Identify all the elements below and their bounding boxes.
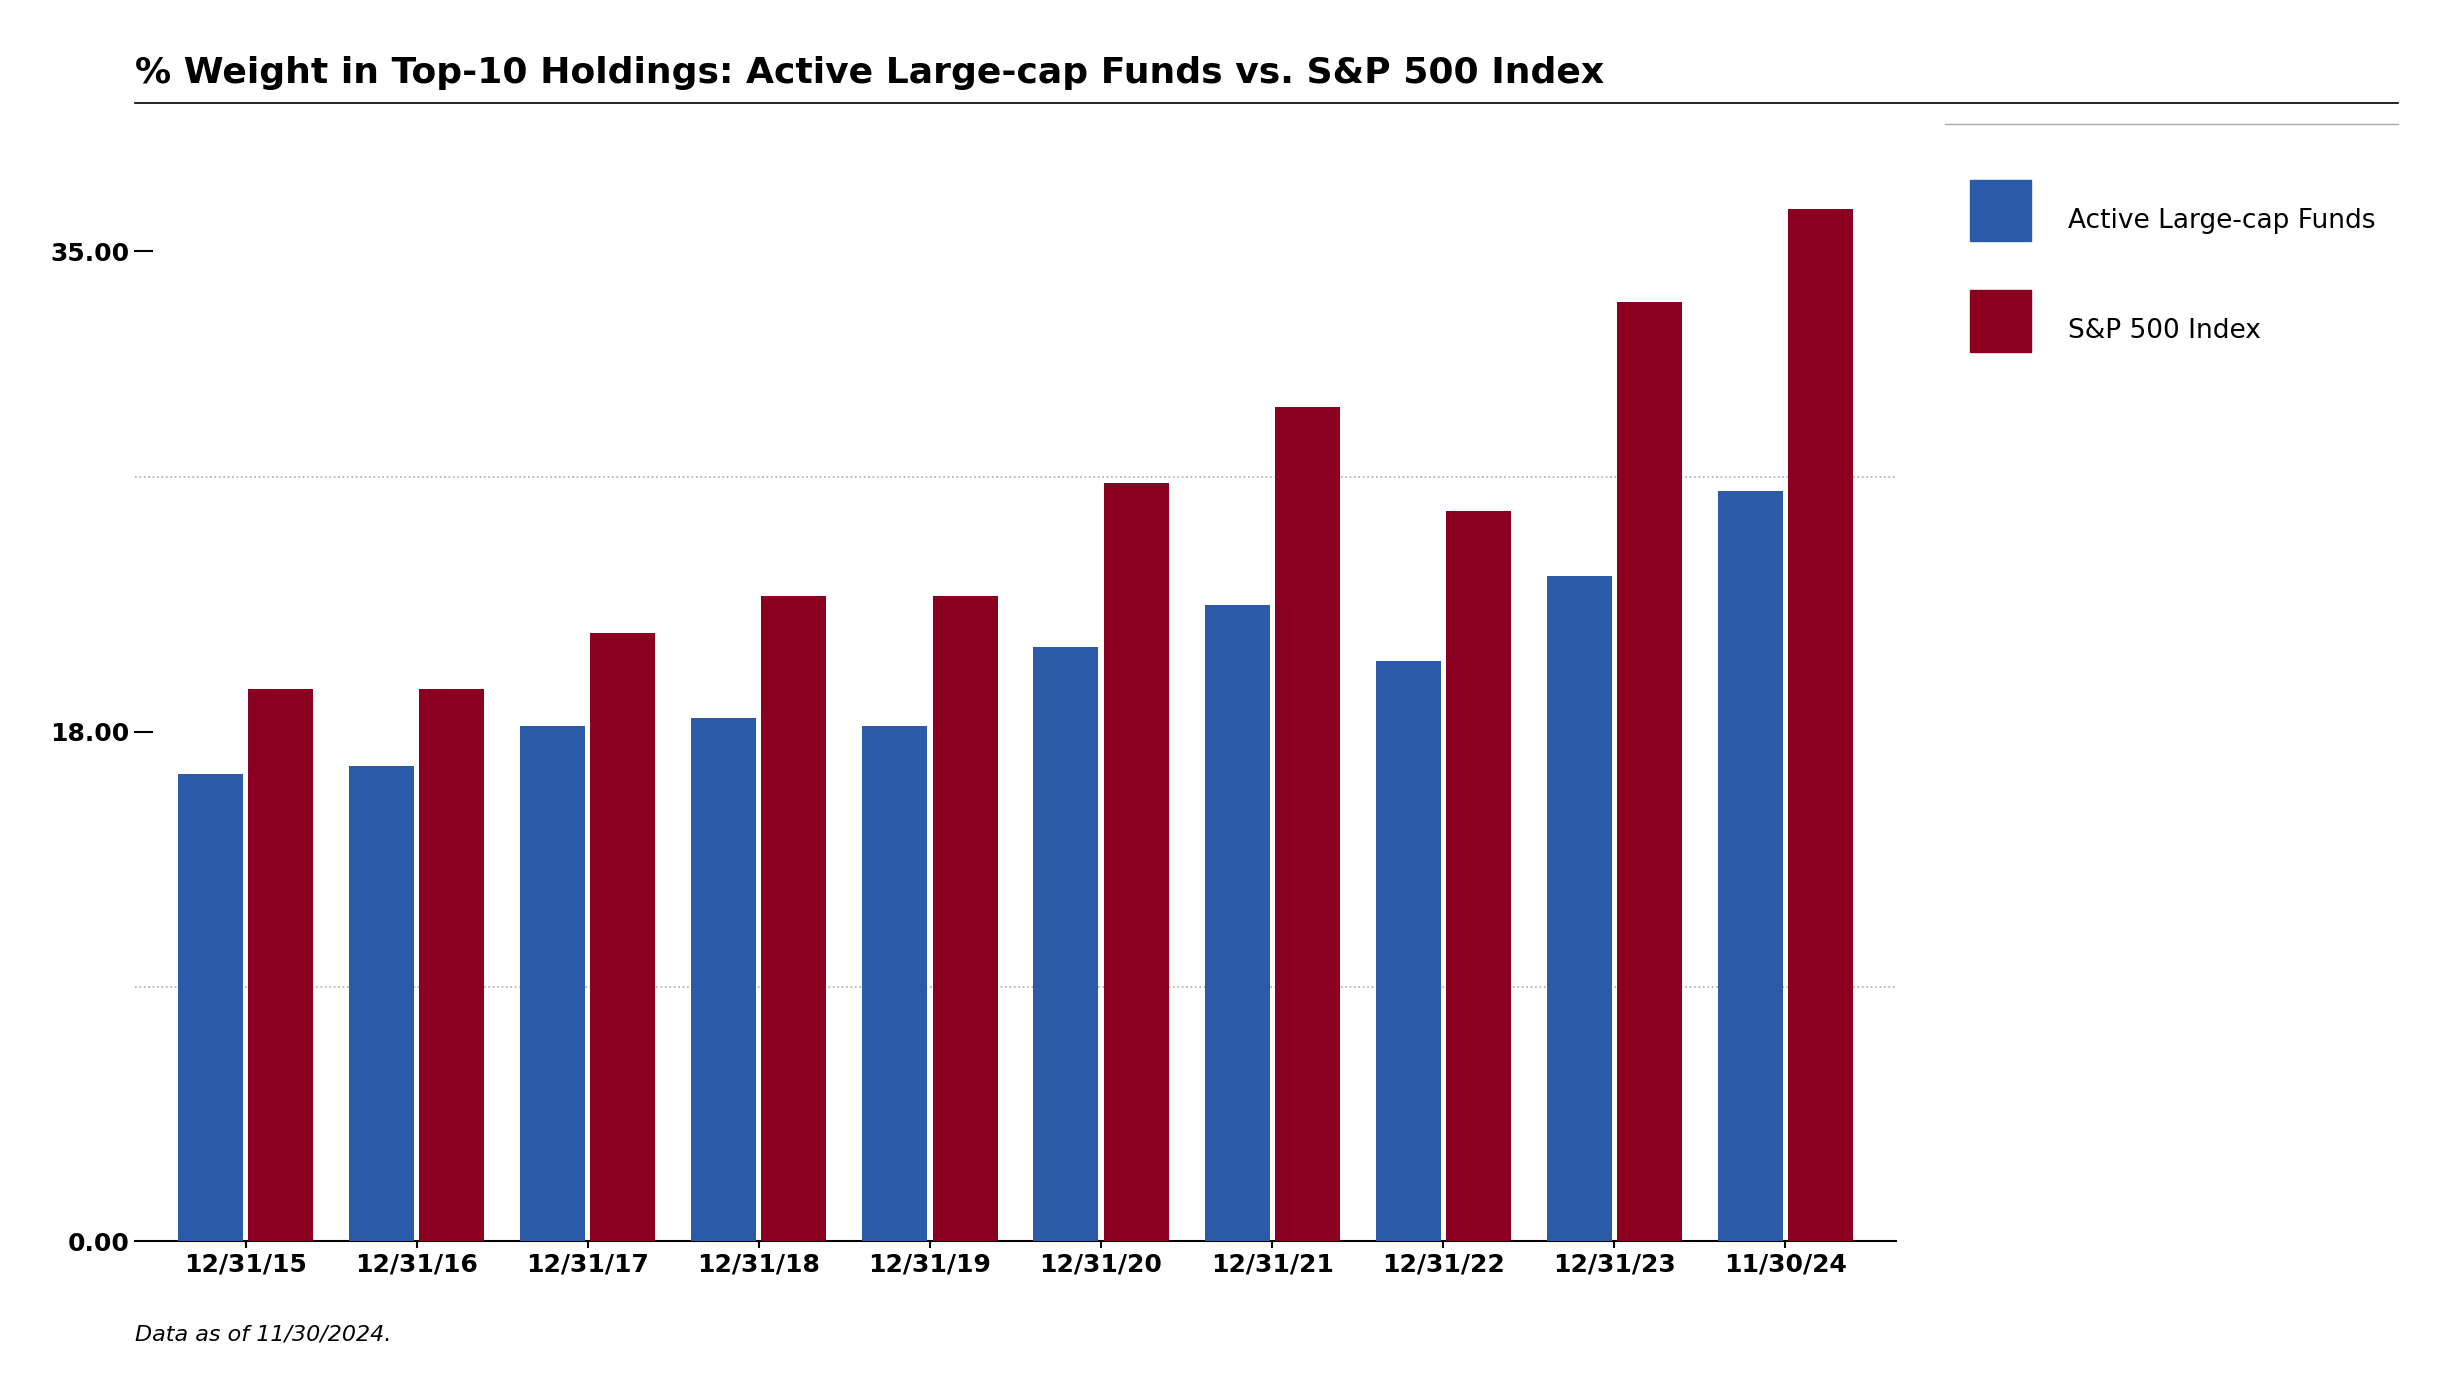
Bar: [761, 596, 827, 1241]
Text: Active Large-cap Funds: Active Large-cap Funds: [2068, 208, 2376, 233]
Bar: [247, 690, 313, 1241]
Bar: [1547, 576, 1613, 1241]
Bar: [1718, 491, 1784, 1241]
Bar: [1617, 302, 1681, 1241]
Bar: [861, 727, 927, 1241]
Bar: [1789, 208, 1852, 1241]
Bar: [693, 718, 756, 1241]
Bar: [1033, 647, 1099, 1241]
Bar: [1104, 483, 1170, 1241]
Bar: [1275, 407, 1339, 1241]
Text: Data as of 11/30/2024.: Data as of 11/30/2024.: [135, 1324, 392, 1345]
Bar: [1375, 661, 1441, 1241]
Bar: [521, 727, 585, 1241]
Bar: [1446, 512, 1510, 1241]
Bar: [418, 690, 485, 1241]
Bar: [1204, 604, 1270, 1241]
Bar: [350, 765, 414, 1241]
Bar: [179, 775, 242, 1241]
Text: % Weight in Top-10 Holdings: Active Large-cap Funds vs. S&P 500 Index: % Weight in Top-10 Holdings: Active Larg…: [135, 55, 1603, 90]
Bar: [932, 596, 998, 1241]
Bar: [590, 633, 656, 1241]
Text: S&P 500 Index: S&P 500 Index: [2068, 319, 2261, 343]
